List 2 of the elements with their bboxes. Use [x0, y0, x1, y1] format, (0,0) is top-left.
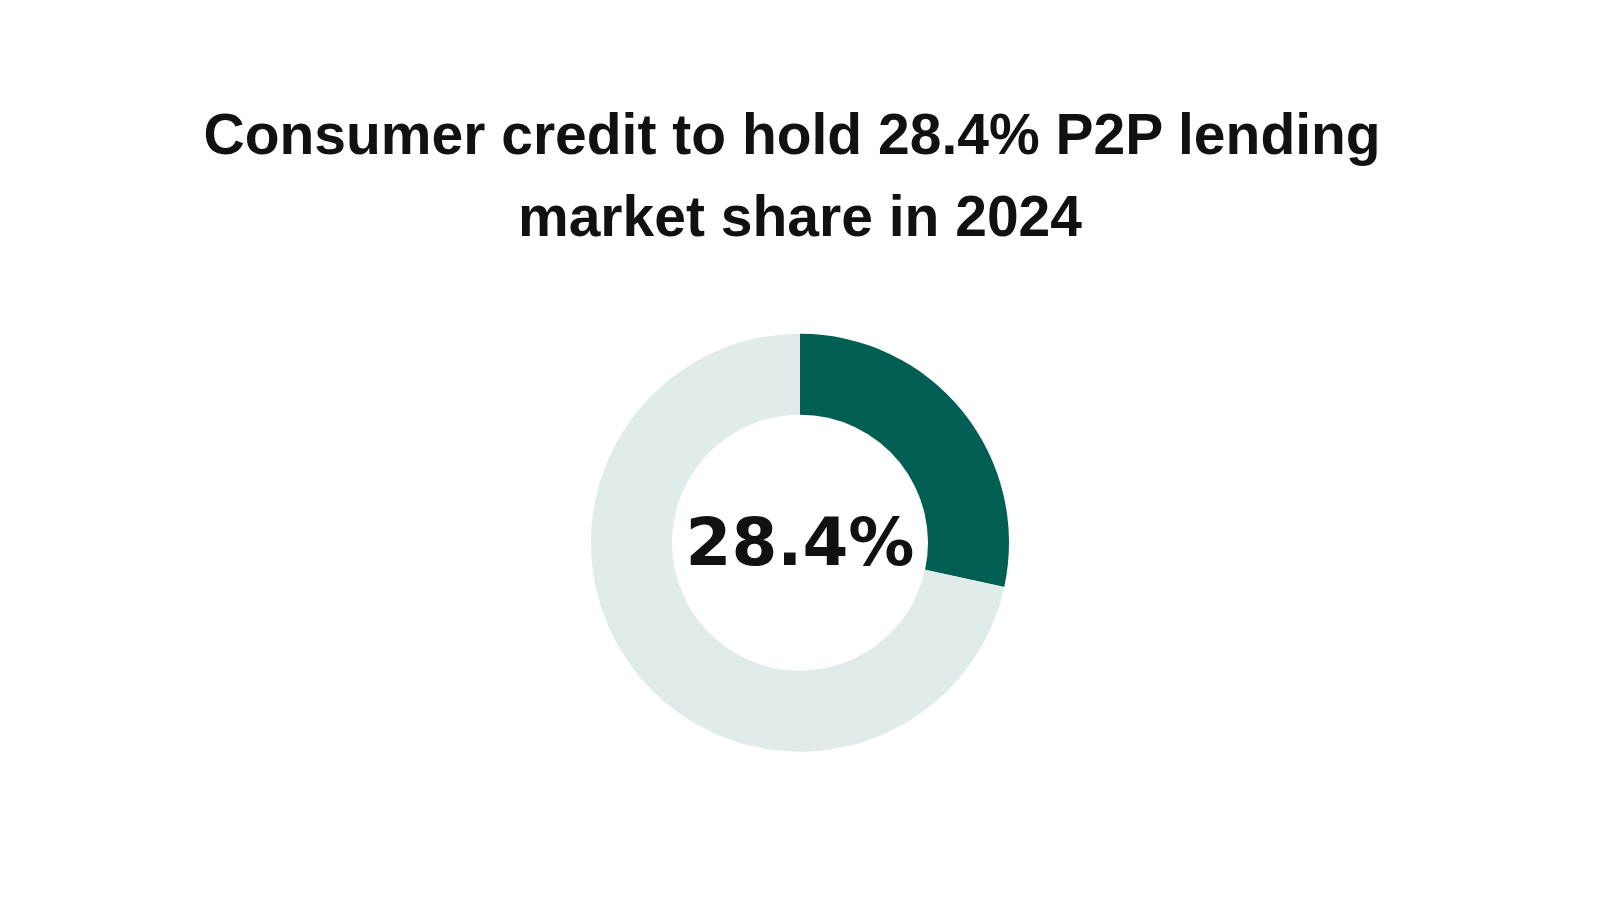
data-label: 28.4%: [685, 504, 915, 582]
chart-title: Consumer credit to hold 28.4% P2P lending market share in 2024: [203, 102, 1397, 248]
